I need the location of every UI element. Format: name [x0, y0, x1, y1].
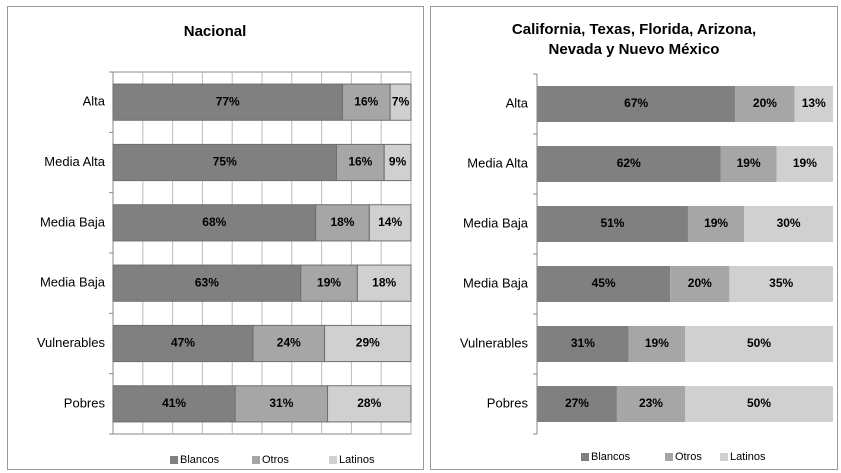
- chart-title: Nevada y Nuevo México: [549, 41, 720, 58]
- legend-label: Otros: [262, 454, 289, 466]
- bar-segment: [356, 264, 412, 302]
- data-label: 7%: [392, 94, 410, 108]
- data-label: 24%: [277, 336, 301, 350]
- data-label: 20%: [753, 96, 777, 110]
- bar-segment: [537, 206, 688, 242]
- data-label: 19%: [704, 216, 728, 230]
- data-label: 47%: [171, 336, 195, 350]
- data-label: 50%: [747, 396, 771, 410]
- bar-segment: [112, 143, 337, 182]
- legend-label: Blancos: [591, 451, 631, 463]
- data-label: 27%: [565, 396, 589, 410]
- bar-segment: [537, 326, 629, 362]
- legend-label: Otros: [675, 451, 702, 463]
- data-label: 28%: [357, 396, 381, 410]
- data-label: 51%: [600, 216, 624, 230]
- y-tick-label: Vulnerables: [37, 335, 106, 350]
- data-label: 16%: [354, 94, 378, 108]
- bar-segment: [383, 143, 412, 182]
- y-tick-label: Media Alta: [467, 155, 528, 170]
- bar-segment: [336, 143, 385, 182]
- y-tick-label: Alta: [83, 94, 106, 109]
- bar-segment: [776, 146, 833, 182]
- bar-segment: [616, 386, 685, 422]
- data-label: 31%: [571, 336, 595, 350]
- data-label: 18%: [372, 275, 396, 289]
- y-tick-label: Media Alta: [44, 154, 105, 169]
- y-tick-label: Media Baja: [40, 275, 106, 290]
- bar-segment: [670, 266, 730, 302]
- data-label: 77%: [216, 94, 240, 108]
- bar-segment: [744, 206, 833, 242]
- bar-segment: [720, 146, 777, 182]
- data-label: 50%: [747, 336, 771, 350]
- y-tick-label: Pobres: [487, 395, 529, 410]
- bar-segment: [687, 206, 745, 242]
- y-tick-label: Media Baja: [40, 214, 106, 229]
- legend-swatch: [665, 453, 673, 461]
- bar-segment: [537, 86, 736, 122]
- data-label: 16%: [348, 155, 372, 169]
- legend-label: Latinos: [730, 451, 766, 463]
- bar-segment: [537, 266, 671, 302]
- data-label: 13%: [802, 96, 826, 110]
- data-label: 35%: [769, 276, 793, 290]
- legend-label: Blancos: [180, 454, 220, 466]
- chart-title: California, Texas, Florida, Arizona,: [512, 21, 756, 38]
- y-tick-label: Alta: [506, 95, 529, 110]
- bar-segment: [389, 83, 412, 121]
- bar-segment: [628, 326, 685, 362]
- data-label: 68%: [202, 215, 226, 229]
- data-label: 31%: [269, 396, 293, 410]
- bar-segment: [685, 386, 833, 422]
- bar-segment: [341, 83, 391, 121]
- bar-segment: [252, 324, 326, 363]
- bar-segment: [234, 385, 329, 423]
- bar-segment: [537, 386, 617, 422]
- data-label: 30%: [777, 216, 801, 230]
- bar-segment: [368, 204, 412, 242]
- data-label: 67%: [624, 96, 648, 110]
- data-label: 45%: [592, 276, 616, 290]
- bar-segment: [794, 86, 833, 122]
- bar-segment: [729, 266, 833, 302]
- bar-segment: [315, 204, 370, 242]
- y-tick-label: Pobres: [64, 395, 106, 410]
- bar-segment: [324, 324, 412, 363]
- bar-segment: [685, 326, 833, 362]
- data-label: 62%: [617, 156, 641, 170]
- chart-title: Nacional: [184, 23, 247, 40]
- data-label: 29%: [356, 336, 380, 350]
- data-label: 14%: [378, 215, 402, 229]
- bar-segment: [327, 385, 412, 423]
- legend-swatch: [170, 456, 178, 464]
- data-label: 20%: [688, 276, 712, 290]
- data-label: 19%: [317, 275, 341, 289]
- data-label: 18%: [330, 215, 354, 229]
- legend-swatch: [329, 456, 337, 464]
- data-label: 9%: [389, 155, 407, 169]
- bar-segment: [537, 146, 721, 182]
- data-label: 19%: [793, 156, 817, 170]
- data-label: 19%: [645, 336, 669, 350]
- bar-segment: [735, 86, 795, 122]
- y-tick-label: Vulnerables: [460, 335, 529, 350]
- data-label: 19%: [737, 156, 761, 170]
- data-label: 41%: [162, 396, 186, 410]
- legend-label: Latinos: [339, 454, 375, 466]
- y-tick-label: Media Baja: [463, 215, 529, 230]
- data-label: 63%: [195, 275, 219, 289]
- data-label: 75%: [213, 155, 237, 169]
- legend-swatch: [581, 453, 589, 461]
- bar-segment: [112, 83, 343, 121]
- legend-swatch: [720, 453, 728, 461]
- y-tick-label: Media Baja: [463, 275, 529, 290]
- data-label: 23%: [639, 396, 663, 410]
- legend-swatch: [252, 456, 260, 464]
